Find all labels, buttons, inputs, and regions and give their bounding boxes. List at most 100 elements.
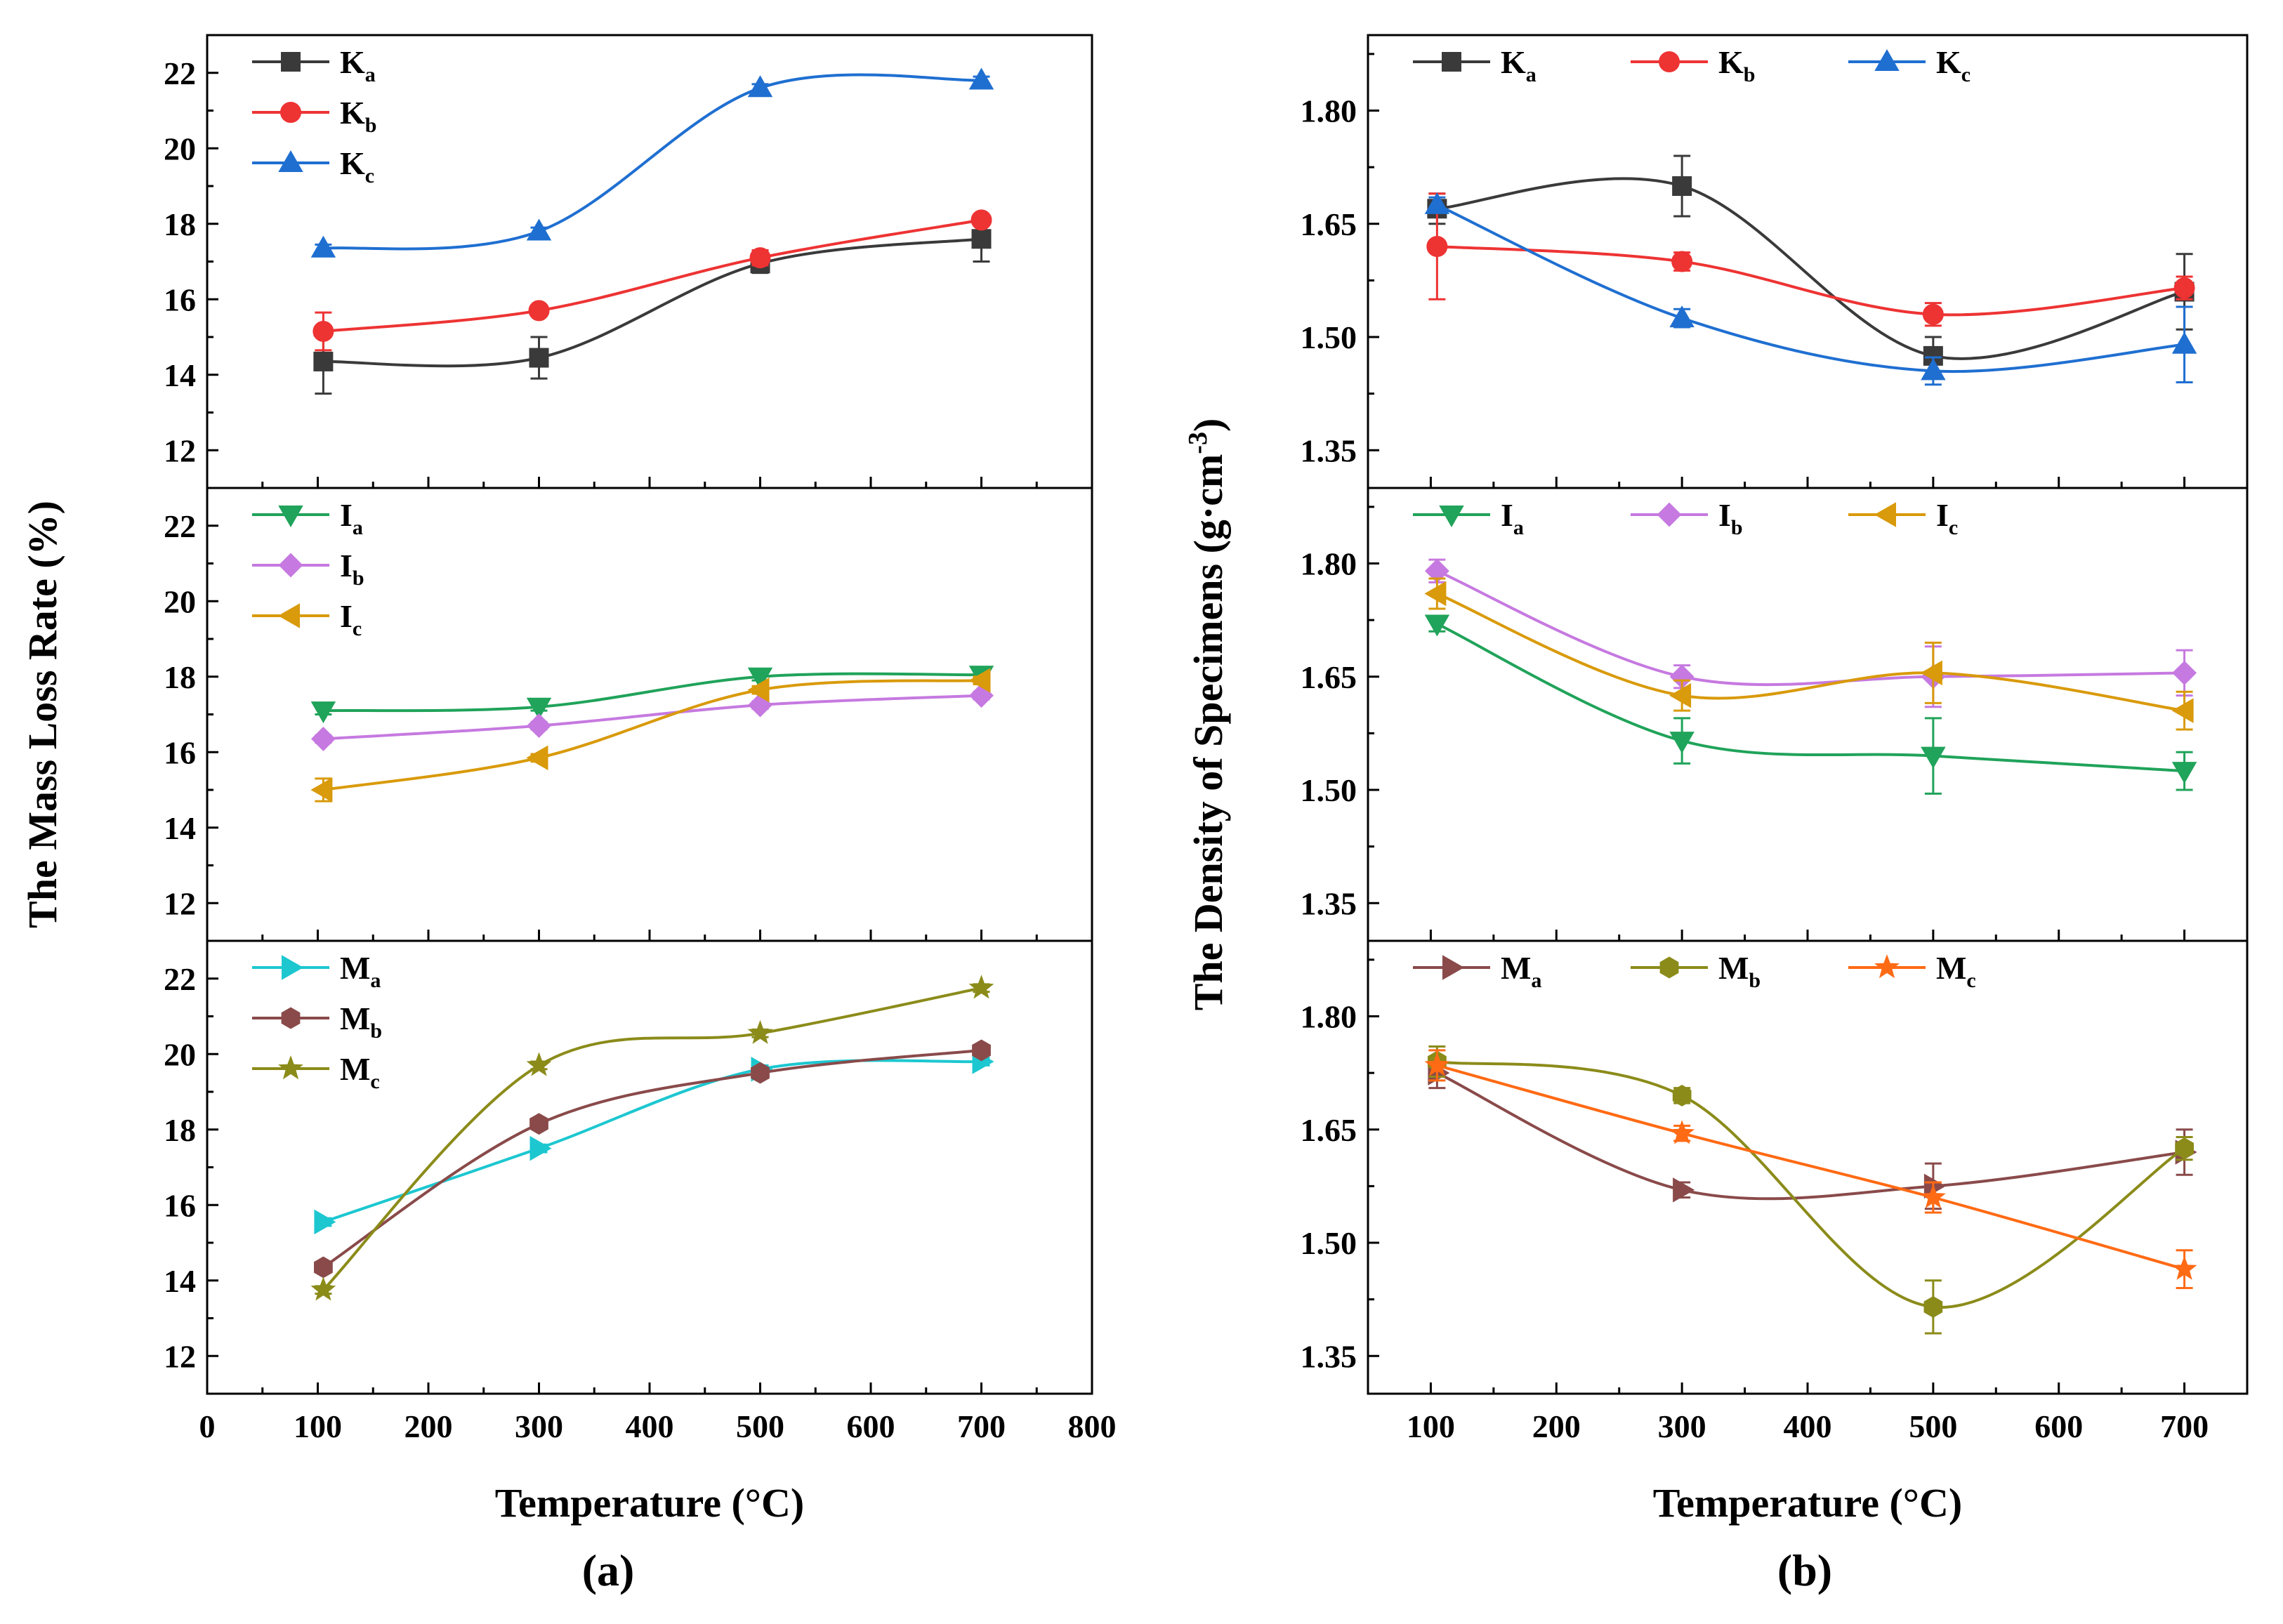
legend-marker-Kc: [1874, 48, 1900, 71]
data-point-Mb: [751, 1062, 770, 1084]
series-line-Kc: [1436, 204, 2185, 374]
legend-marker-Ma: [282, 955, 304, 980]
panel-b-subplot-1: 1.35 1.50 1.65 1.80 Ka Kb Kc: [1301, 34, 2249, 489]
series-Ka: Ka: [252, 44, 992, 395]
legend-label-Kb: Kb: [340, 95, 376, 137]
series-line-Ib: [1436, 569, 2185, 687]
series-line-Kc: [323, 73, 982, 251]
legend-label-Ib: Ib: [1718, 497, 1743, 539]
data-point-Kb: [971, 209, 992, 231]
series-Kc: Kc: [1424, 44, 2197, 386]
legend-marker-Mb: [281, 1007, 301, 1029]
legend-label-Ma: Ma: [1501, 950, 1541, 992]
panel-b-subplot-3: 1.35 1.50 1.65 1.80 100 200 300 400 500 600 700 Ma M…: [1301, 939, 2249, 1444]
data-point-Ic: [1424, 581, 1447, 607]
data-point-Ic: [1920, 660, 1942, 686]
legend-marker-Ia: [278, 506, 303, 528]
legend-label-Ka: Ka: [340, 44, 376, 86]
panel-a: 12 14 16 18 20 22 Ka Kb Kc 12 14 16 18 20 22 Ia Ib Ic 12 14…: [20, 34, 1117, 1526]
data-point-Ka: [971, 229, 992, 249]
y-tick-label: 20: [164, 131, 196, 166]
y-tick-label: 1.50: [1301, 772, 1357, 808]
x-tick-label: 400: [1784, 1408, 1832, 1444]
y-tick-label: 1.65: [1301, 206, 1357, 242]
x-tick-label: 300: [1658, 1408, 1706, 1444]
legend-label-Kc: Kc: [340, 145, 374, 187]
panel-b: 1.35 1.50 1.65 1.80 Ka Kb Kc 1.35 1.50 1.65 1.80 Ia…: [1183, 34, 2249, 1526]
legend-marker-Ia: [1439, 506, 1464, 528]
data-point-Mb: [529, 1113, 548, 1135]
y-tick-label: 12: [164, 885, 196, 921]
x-tick-label: 300: [515, 1408, 563, 1444]
data-point-Kc: [526, 218, 552, 241]
y-tick-label: 16: [164, 734, 196, 770]
legend-marker-Ib: [278, 553, 303, 578]
panel-b-subplot-2: 1.35 1.50 1.65 1.80 Ia Ib Ic: [1301, 487, 2249, 942]
data-point-Kc: [1669, 305, 1695, 328]
panel-a-label: (a): [582, 1545, 635, 1595]
data-point-Mc: [310, 1276, 336, 1301]
data-point-Ic: [310, 777, 333, 803]
legend-label-Ia: Ia: [1501, 497, 1524, 539]
series-Kb: Kb: [1426, 44, 2195, 327]
legend-label-Ic: Ic: [340, 598, 362, 640]
x-tick-label: 700: [957, 1408, 1006, 1444]
panel-b-label: (b): [1777, 1545, 1832, 1595]
y-tick-label: 1.35: [1301, 885, 1357, 921]
series-line-Kb: [1437, 245, 2185, 317]
series-Ia: Ia: [1413, 497, 2197, 795]
y-tick-label: 1.35: [1301, 1338, 1357, 1374]
data-point-Ib: [2172, 660, 2197, 685]
panel-a-subplot-2: 12 14 16 18 20 22 Ia Ib Ic: [164, 487, 1093, 942]
data-point-Ka: [1672, 176, 1692, 196]
data-point-Mc: [747, 1019, 773, 1044]
legend-label-Kb: Kb: [1718, 44, 1755, 86]
data-point-Ia: [310, 701, 336, 724]
series-line-Ia: [1436, 622, 2185, 773]
legend-marker-Mc: [278, 1055, 303, 1080]
legend-label-Ic: Ic: [1936, 497, 1958, 539]
x-tick-label: 500: [736, 1408, 784, 1444]
x-tick-label: 200: [404, 1408, 453, 1444]
data-point-Ib: [310, 726, 336, 751]
data-point-Mc: [1424, 1052, 1450, 1076]
x-axis-title-a: Temperature (°C): [495, 1480, 804, 1526]
data-point-Mb: [972, 1039, 991, 1062]
series-Kc: Kc: [252, 67, 994, 258]
legend-marker-Ka: [1442, 52, 1461, 72]
data-point-Kc: [747, 75, 773, 98]
data-point-Kb: [1922, 303, 1944, 325]
legend-label-Ib: Ib: [340, 548, 364, 590]
y-tick-label: 22: [164, 55, 196, 91]
data-point-Ia: [1424, 614, 1450, 637]
data-point-Ic: [1669, 682, 1692, 708]
y-tick-label: 1.65: [1301, 1112, 1357, 1148]
data-point-Ia: [2171, 762, 2197, 784]
series-line-Ma: [322, 1059, 982, 1224]
legend-label-Kc: Kc: [1936, 44, 1971, 86]
data-point-Mc: [968, 975, 994, 999]
legend-marker-Ic: [1874, 502, 1896, 527]
legend-label-Ia: Ia: [340, 497, 363, 539]
data-point-Mb: [2175, 1137, 2194, 1160]
data-point-Kb: [312, 320, 334, 342]
series-Kb: Kb: [252, 95, 992, 352]
legend-marker-Ic: [277, 603, 300, 628]
y-tick-label: 20: [164, 583, 196, 619]
series-line-Mc: [322, 986, 982, 1291]
y-tick-label: 16: [164, 282, 196, 317]
x-tick-label: 800: [1068, 1408, 1117, 1444]
legend-marker-Ka: [281, 52, 301, 72]
series-line-Ic: [323, 679, 982, 791]
series-Ic: Ic: [1424, 497, 2194, 731]
legend-marker-Mb: [1659, 956, 1679, 979]
data-point-Ic: [2171, 698, 2194, 723]
series-Ma: Ma: [252, 950, 994, 1235]
x-tick-label: 700: [2160, 1408, 2209, 1444]
data-point-Mc: [2171, 1255, 2197, 1280]
series-Ia: Ia: [252, 497, 994, 724]
series-line-Mb: [322, 1048, 982, 1269]
x-tick-label: 0: [199, 1408, 216, 1444]
legend-label-Ka: Ka: [1501, 44, 1537, 86]
